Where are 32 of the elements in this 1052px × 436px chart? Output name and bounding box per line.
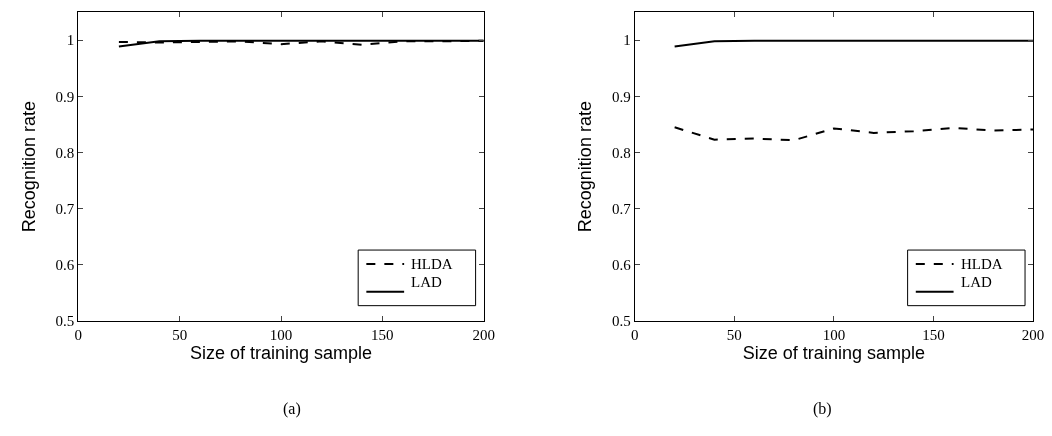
y-tick-label: 0.6 xyxy=(55,257,75,274)
x-tick-label: 0 xyxy=(631,327,639,344)
y-tick-label: 0.8 xyxy=(612,144,631,161)
legend-label: LAD xyxy=(961,274,992,290)
x-tick-label: 200 xyxy=(1021,327,1045,344)
y-tick-label: 1 xyxy=(623,32,631,49)
text: (a) xyxy=(283,400,301,418)
y-tick-label: 0.5 xyxy=(612,313,631,330)
x-tick-label: 100 xyxy=(822,327,846,344)
legend-label: HLDA xyxy=(411,256,453,272)
legend-label: LAD xyxy=(411,274,442,290)
y-tick-label: 0.8 xyxy=(55,144,75,161)
y-tick-label: 0.7 xyxy=(612,201,632,218)
y-tick-label: 0.7 xyxy=(55,201,75,218)
y-tick-label: 0.6 xyxy=(612,257,632,274)
x-tick-label: 50 xyxy=(172,327,188,344)
x-tick-label: 0 xyxy=(74,327,83,344)
x-tick-label: 150 xyxy=(922,327,945,344)
y-tick-label: 0.5 xyxy=(55,313,75,330)
x-tick-label: 50 xyxy=(726,327,742,344)
x-tick-label: 150 xyxy=(371,327,394,344)
legend-label: HLDA xyxy=(961,256,1003,272)
y-tick-label: 1 xyxy=(66,32,75,49)
x-axis-title: Size of training sample xyxy=(742,343,925,364)
text: (b) xyxy=(813,400,832,418)
y-tick-label: 0.9 xyxy=(612,88,631,105)
x-tick-label: 100 xyxy=(269,327,293,344)
x-axis-title: Size of training sample xyxy=(189,343,373,364)
y-axis-title: Recognition rate xyxy=(575,101,596,233)
x-tick-label: 200 xyxy=(472,327,495,344)
y-tick-label: 0.9 xyxy=(55,88,75,105)
y-axis-title: Recognition rate xyxy=(18,101,39,233)
